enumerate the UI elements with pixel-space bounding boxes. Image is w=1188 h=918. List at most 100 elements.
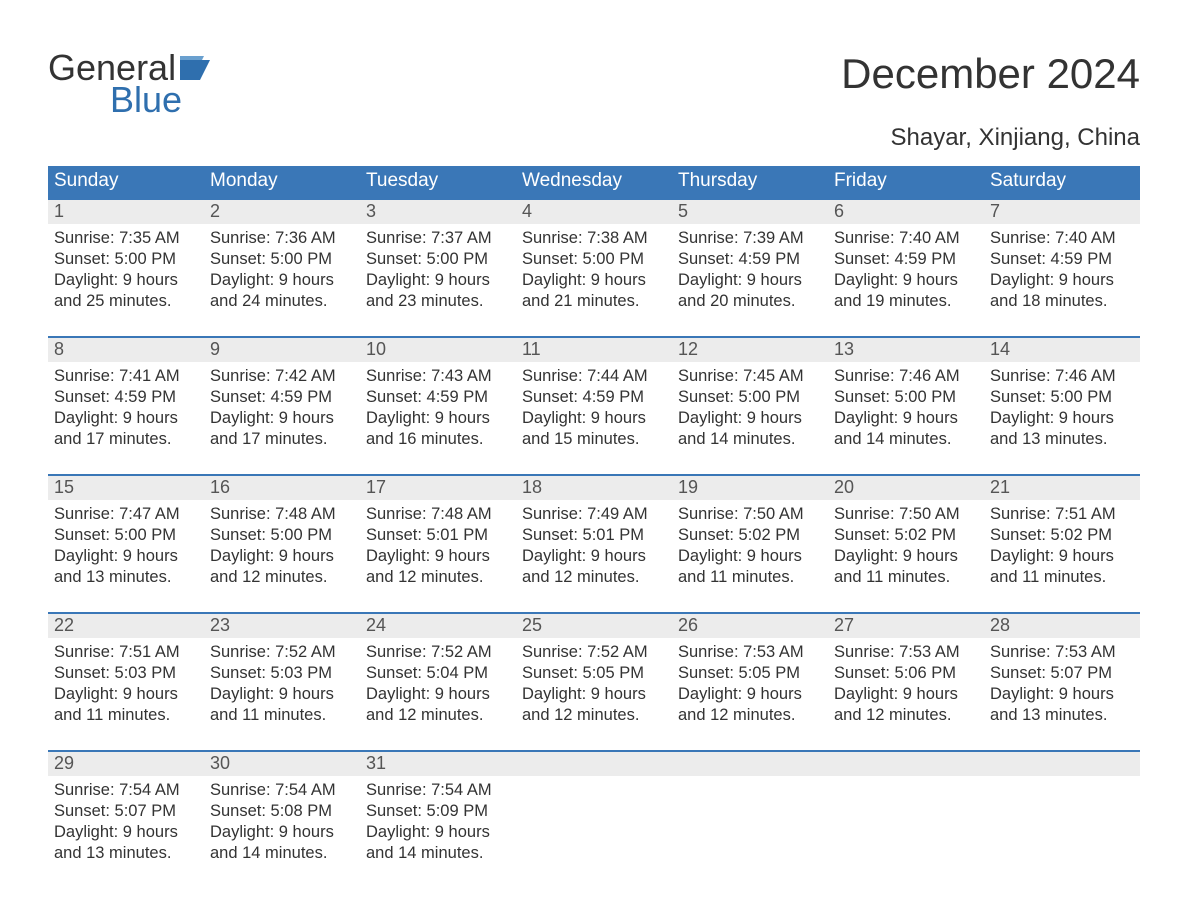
day-cell: 6Sunrise: 7:40 AMSunset: 4:59 PMDaylight… — [828, 200, 984, 318]
daylight-line: Daylight: 9 hours and 11 minutes. — [210, 684, 354, 726]
day-number: 13 — [828, 338, 984, 362]
day-number: 20 — [828, 476, 984, 500]
day-cell: 23Sunrise: 7:52 AMSunset: 5:03 PMDayligh… — [204, 614, 360, 732]
sunset-line: Sunset: 5:04 PM — [366, 663, 510, 684]
week-row: 15Sunrise: 7:47 AMSunset: 5:00 PMDayligh… — [48, 474, 1140, 594]
sunrise-line: Sunrise: 7:36 AM — [210, 228, 354, 249]
day-number: . — [672, 752, 828, 776]
day-number: 16 — [204, 476, 360, 500]
daylight-line: Daylight: 9 hours and 14 minutes. — [366, 822, 510, 864]
dow-cell: Sunday — [48, 166, 204, 198]
day-cell: . — [672, 752, 828, 870]
day-number: 3 — [360, 200, 516, 224]
day-cell: 4Sunrise: 7:38 AMSunset: 5:00 PMDaylight… — [516, 200, 672, 318]
day-number: . — [516, 752, 672, 776]
day-cell: 10Sunrise: 7:43 AMSunset: 4:59 PMDayligh… — [360, 338, 516, 456]
sunrise-line: Sunrise: 7:41 AM — [54, 366, 198, 387]
sunrise-line: Sunrise: 7:51 AM — [54, 642, 198, 663]
sunrise-line: Sunrise: 7:44 AM — [522, 366, 666, 387]
day-cell: 18Sunrise: 7:49 AMSunset: 5:01 PMDayligh… — [516, 476, 672, 594]
sunset-line: Sunset: 5:00 PM — [210, 249, 354, 270]
day-number: 17 — [360, 476, 516, 500]
sunset-line: Sunset: 5:01 PM — [522, 525, 666, 546]
day-body: Sunrise: 7:50 AMSunset: 5:02 PMDaylight:… — [672, 500, 828, 590]
daylight-line: Daylight: 9 hours and 17 minutes. — [210, 408, 354, 450]
day-body: Sunrise: 7:52 AMSunset: 5:04 PMDaylight:… — [360, 638, 516, 728]
day-number: 21 — [984, 476, 1140, 500]
sunrise-line: Sunrise: 7:46 AM — [990, 366, 1134, 387]
day-cell: 13Sunrise: 7:46 AMSunset: 5:00 PMDayligh… — [828, 338, 984, 456]
daylight-line: Daylight: 9 hours and 12 minutes. — [366, 546, 510, 588]
sunset-line: Sunset: 5:03 PM — [210, 663, 354, 684]
sunrise-line: Sunrise: 7:40 AM — [990, 228, 1134, 249]
day-cell: 29Sunrise: 7:54 AMSunset: 5:07 PMDayligh… — [48, 752, 204, 870]
day-number: 27 — [828, 614, 984, 638]
day-body: Sunrise: 7:43 AMSunset: 4:59 PMDaylight:… — [360, 362, 516, 452]
sunset-line: Sunset: 5:06 PM — [834, 663, 978, 684]
day-cell: 28Sunrise: 7:53 AMSunset: 5:07 PMDayligh… — [984, 614, 1140, 732]
day-number: 7 — [984, 200, 1140, 224]
day-body: Sunrise: 7:47 AMSunset: 5:00 PMDaylight:… — [48, 500, 204, 590]
day-cell: 27Sunrise: 7:53 AMSunset: 5:06 PMDayligh… — [828, 614, 984, 732]
day-number: 2 — [204, 200, 360, 224]
sunrise-line: Sunrise: 7:47 AM — [54, 504, 198, 525]
dow-cell: Saturday — [984, 166, 1140, 198]
sunrise-line: Sunrise: 7:38 AM — [522, 228, 666, 249]
day-body: Sunrise: 7:42 AMSunset: 4:59 PMDaylight:… — [204, 362, 360, 452]
day-cell: 15Sunrise: 7:47 AMSunset: 5:00 PMDayligh… — [48, 476, 204, 594]
day-number: 26 — [672, 614, 828, 638]
dow-cell: Tuesday — [360, 166, 516, 198]
daylight-line: Daylight: 9 hours and 13 minutes. — [54, 822, 198, 864]
calendar: SundayMondayTuesdayWednesdayThursdayFrid… — [48, 166, 1140, 870]
sunset-line: Sunset: 5:00 PM — [522, 249, 666, 270]
day-body: Sunrise: 7:53 AMSunset: 5:06 PMDaylight:… — [828, 638, 984, 728]
day-number: 22 — [48, 614, 204, 638]
day-number: 31 — [360, 752, 516, 776]
sunrise-line: Sunrise: 7:54 AM — [210, 780, 354, 801]
day-number: 15 — [48, 476, 204, 500]
dow-row: SundayMondayTuesdayWednesdayThursdayFrid… — [48, 166, 1140, 198]
daylight-line: Daylight: 9 hours and 12 minutes. — [522, 546, 666, 588]
sunset-line: Sunset: 5:07 PM — [54, 801, 198, 822]
title-block: December 2024 — [841, 50, 1140, 98]
sunrise-line: Sunrise: 7:51 AM — [990, 504, 1134, 525]
day-number: 1 — [48, 200, 204, 224]
daylight-line: Daylight: 9 hours and 14 minutes. — [834, 408, 978, 450]
day-cell: 21Sunrise: 7:51 AMSunset: 5:02 PMDayligh… — [984, 476, 1140, 594]
sunrise-line: Sunrise: 7:52 AM — [366, 642, 510, 663]
flag-icon — [180, 56, 214, 80]
sunset-line: Sunset: 5:02 PM — [990, 525, 1134, 546]
day-body: Sunrise: 7:40 AMSunset: 4:59 PMDaylight:… — [984, 224, 1140, 314]
daylight-line: Daylight: 9 hours and 16 minutes. — [366, 408, 510, 450]
day-body: Sunrise: 7:53 AMSunset: 5:05 PMDaylight:… — [672, 638, 828, 728]
day-body: Sunrise: 7:51 AMSunset: 5:02 PMDaylight:… — [984, 500, 1140, 590]
day-body: Sunrise: 7:48 AMSunset: 5:01 PMDaylight:… — [360, 500, 516, 590]
sunrise-line: Sunrise: 7:52 AM — [522, 642, 666, 663]
sunrise-line: Sunrise: 7:37 AM — [366, 228, 510, 249]
daylight-line: Daylight: 9 hours and 14 minutes. — [678, 408, 822, 450]
day-body: Sunrise: 7:45 AMSunset: 5:00 PMDaylight:… — [672, 362, 828, 452]
day-body: Sunrise: 7:54 AMSunset: 5:09 PMDaylight:… — [360, 776, 516, 866]
sunrise-line: Sunrise: 7:42 AM — [210, 366, 354, 387]
daylight-line: Daylight: 9 hours and 12 minutes. — [834, 684, 978, 726]
sunset-line: Sunset: 4:59 PM — [522, 387, 666, 408]
day-body: Sunrise: 7:50 AMSunset: 5:02 PMDaylight:… — [828, 500, 984, 590]
sunrise-line: Sunrise: 7:35 AM — [54, 228, 198, 249]
day-number: 5 — [672, 200, 828, 224]
sunset-line: Sunset: 4:59 PM — [990, 249, 1134, 270]
week-row: 22Sunrise: 7:51 AMSunset: 5:03 PMDayligh… — [48, 612, 1140, 732]
page-title: December 2024 — [841, 50, 1140, 98]
sunrise-line: Sunrise: 7:45 AM — [678, 366, 822, 387]
day-cell: 11Sunrise: 7:44 AMSunset: 4:59 PMDayligh… — [516, 338, 672, 456]
day-body: Sunrise: 7:37 AMSunset: 5:00 PMDaylight:… — [360, 224, 516, 314]
day-number: 11 — [516, 338, 672, 362]
week-row: 1 Sunrise: 7:35 AM Sunset: 5:00 PM Daylight… — [48, 198, 1140, 318]
daylight-line: Daylight: 9 hours and 19 minutes. — [834, 270, 978, 312]
daylight-line: Daylight: 9 hours and 20 minutes. — [678, 270, 822, 312]
sunset-line: Sunset: 4:59 PM — [366, 387, 510, 408]
dow-cell: Wednesday — [516, 166, 672, 198]
sunrise-line: Sunrise: 7:53 AM — [834, 642, 978, 663]
sunset-line: Sunset: 5:08 PM — [210, 801, 354, 822]
sunrise-line: Sunrise: 7:46 AM — [834, 366, 978, 387]
logo-word2: Blue — [48, 82, 214, 118]
